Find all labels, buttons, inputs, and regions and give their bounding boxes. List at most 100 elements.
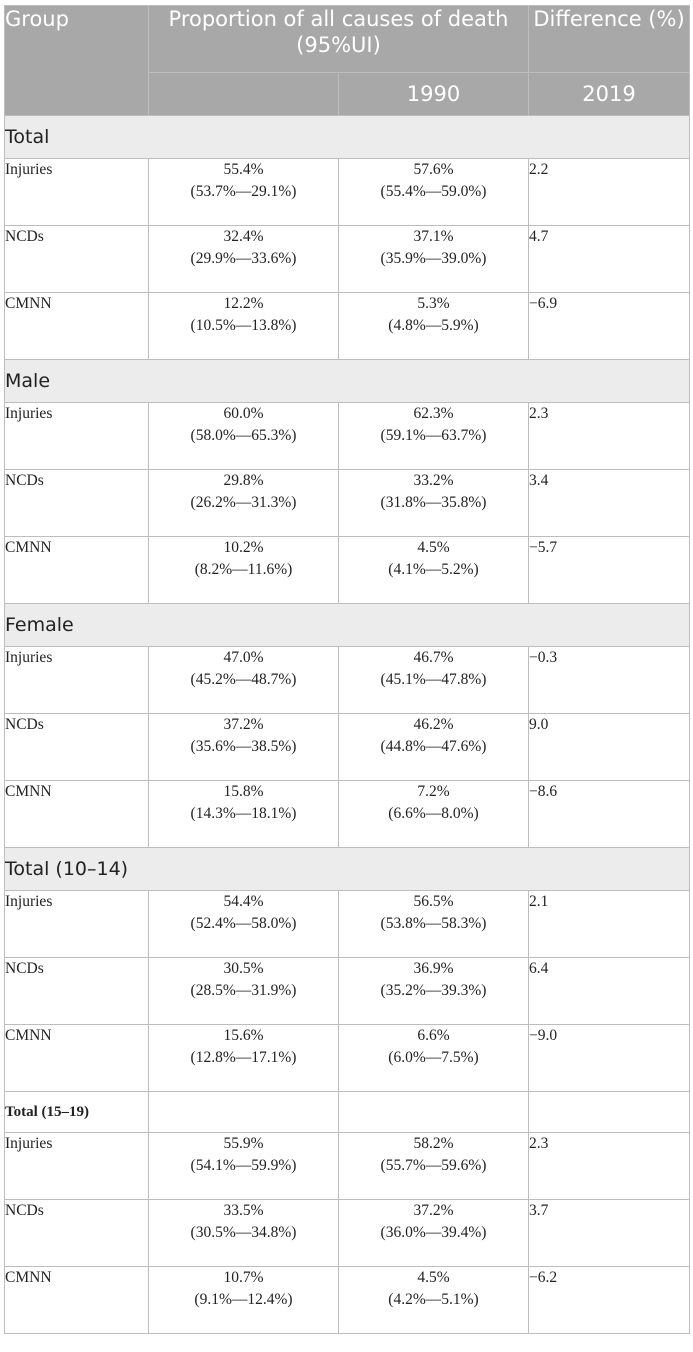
difference-cell: 2.1 (528, 890, 690, 958)
difference-cell: 2.2 (528, 158, 690, 226)
uncertainty-interval: (29.9%—33.6%) (190, 250, 297, 267)
value-1990-cell: 47.0% (45.2%—48.7%) (148, 646, 339, 714)
proportion-value: 7.2% (417, 783, 450, 800)
row-label: NCDs (4, 957, 149, 1025)
table-row: NCDs 32.4% (29.9%—33.6%) 37.1% (35.9%—39.0%)… (4, 225, 690, 293)
proportion-value: 62.3% (413, 405, 454, 422)
proportion-value: 10.7% (223, 1269, 264, 1286)
section-title: Male (4, 359, 690, 403)
proportion-value: 4.5% (417, 539, 450, 556)
value-1990-cell: 29.8% (26.2%—31.3%) (148, 469, 339, 537)
difference-cell: −6.9 (528, 292, 690, 360)
table-row: CMNN 15.8% (14.3%—18.1%) 7.2% (6.6%—8.0%) −8.… (4, 780, 690, 848)
uncertainty-interval: (4.8%—5.9%) (388, 317, 479, 334)
row-label: Injuries (4, 158, 149, 226)
proportion-value: 46.2% (413, 716, 454, 733)
row-label: Injuries (4, 646, 149, 714)
uncertainty-interval: (6.0%—7.5%) (388, 1049, 479, 1066)
value-2019-cell: 62.3% (59.1%—63.7%) (338, 402, 529, 470)
table-body: Total Injuries 55.4% (53.7%—29.1%) 57.6% (55.… (4, 115, 690, 1334)
value-2019-cell: 46.7% (45.1%—47.8%) (338, 646, 529, 714)
row-label: CMNN (4, 292, 149, 360)
value-1990-cell: 60.0% (58.0%—65.3%) (148, 402, 339, 470)
proportion-value: 55.4% (223, 161, 264, 178)
value-2019-cell: 7.2% (6.6%—8.0%) (338, 780, 529, 848)
proportion-value: 57.6% (413, 161, 454, 178)
table-row: NCDs 30.5% (28.5%—31.9%) 36.9% (35.2%—39.3%)… (4, 957, 690, 1025)
uncertainty-interval: (6.6%—8.0%) (388, 805, 479, 822)
difference-cell: −0.3 (528, 646, 690, 714)
table-row: Injuries 60.0% (58.0%—65.3%) 62.3% (59.1%—63… (4, 402, 690, 470)
value-1990-cell: 54.4% (52.4%—58.0%) (148, 890, 339, 958)
value-2019-cell: 37.1% (35.9%—39.0%) (338, 225, 529, 293)
section-blank-cell (528, 1091, 690, 1133)
value-1990-cell: 15.6% (12.8%—17.1%) (148, 1024, 339, 1092)
proportion-value: 36.9% (413, 960, 454, 977)
uncertainty-interval: (28.5%—31.9%) (190, 982, 297, 999)
uncertainty-interval: (12.8%—17.1%) (190, 1049, 297, 1066)
proportion-value: 5.3% (417, 295, 450, 312)
value-2019-cell: 37.2% (36.0%—39.4%) (338, 1199, 529, 1267)
proportion-value: 37.1% (413, 228, 454, 245)
proportion-value: 30.5% (223, 960, 264, 977)
section-row: Female (4, 603, 690, 647)
data-table: Group Proportion of all causes of death … (4, 5, 690, 1334)
row-label: CMNN (4, 1266, 149, 1334)
uncertainty-interval: (36.0%—39.4%) (380, 1224, 487, 1241)
table-row: NCDs 33.5% (30.5%—34.8%) 37.2% (36.0%—39.4%)… (4, 1199, 690, 1267)
value-2019-cell: 36.9% (35.2%—39.3%) (338, 957, 529, 1025)
proportion-value: 37.2% (413, 1202, 454, 1219)
value-2019-cell: 58.2% (55.7%—59.6%) (338, 1132, 529, 1200)
proportion-value: 54.4% (223, 893, 264, 910)
table-row: Injuries 55.9% (54.1%—59.9%) 58.2% (55.7%—59… (4, 1132, 690, 1200)
table-row: CMNN 10.7% (9.1%—12.4%) 4.5% (4.2%—5.1%) −6.2 (4, 1266, 690, 1334)
difference-cell: 2.3 (528, 402, 690, 470)
value-1990-cell: 37.2% (35.6%—38.5%) (148, 713, 339, 781)
table-row: CMNN 12.2% (10.5%—13.8%) 5.3% (4.8%—5.9%) −6.… (4, 292, 690, 360)
difference-cell: −6.2 (528, 1266, 690, 1334)
proportion-value: 4.5% (417, 1269, 450, 1286)
proportion-value: 55.9% (223, 1135, 264, 1152)
row-label: NCDs (4, 713, 149, 781)
uncertainty-interval: (10.5%—13.8%) (190, 317, 297, 334)
proportion-value: 29.8% (223, 472, 264, 489)
row-label: Injuries (4, 890, 149, 958)
difference-header: Difference (%) (528, 5, 690, 73)
proportion-value: 60.0% (223, 405, 264, 422)
value-1990-cell: 32.4% (29.9%—33.6%) (148, 225, 339, 293)
uncertainty-interval: (9.1%—12.4%) (194, 1291, 293, 1308)
value-2019-cell: 57.6% (55.4%—59.0%) (338, 158, 529, 226)
proportion-value: 33.2% (413, 472, 454, 489)
uncertainty-interval: (30.5%—34.8%) (190, 1224, 297, 1241)
difference-cell: 3.7 (528, 1199, 690, 1267)
difference-cell: 9.0 (528, 713, 690, 781)
section-title: Female (4, 603, 690, 647)
section-row: Male (4, 359, 690, 403)
row-label: NCDs (4, 225, 149, 293)
uncertainty-interval: (54.1%—59.9%) (190, 1157, 297, 1174)
proportion-value: 12.2% (223, 295, 264, 312)
year-blank-header (148, 72, 339, 116)
uncertainty-interval: (53.8%—58.3%) (380, 915, 487, 932)
table-row: CMNN 15.6% (12.8%—17.1%) 6.6% (6.0%—7.5%) −9.… (4, 1024, 690, 1092)
table-row: NCDs 37.2% (35.6%—38.5%) 46.2% (44.8%—47.6%)… (4, 713, 690, 781)
difference-cell: 4.7 (528, 225, 690, 293)
value-1990-cell: 10.7% (9.1%—12.4%) (148, 1266, 339, 1334)
uncertainty-interval: (59.1%—63.7%) (380, 427, 487, 444)
proportion-value: 6.6% (417, 1027, 450, 1044)
difference-cell: −8.6 (528, 780, 690, 848)
value-1990-cell: 55.4% (53.7%—29.1%) (148, 158, 339, 226)
uncertainty-interval: (35.2%—39.3%) (380, 982, 487, 999)
row-label: NCDs (4, 469, 149, 537)
value-1990-cell: 10.2% (8.2%—11.6%) (148, 536, 339, 604)
difference-cell: 3.4 (528, 469, 690, 537)
proportion-value: 10.2% (223, 539, 264, 556)
uncertainty-interval: (55.4%—59.0%) (380, 183, 487, 200)
table-row: Injuries 54.4% (52.4%—58.0%) 56.5% (53.8%—58… (4, 890, 690, 958)
value-1990-cell: 15.8% (14.3%—18.1%) (148, 780, 339, 848)
value-2019-cell: 33.2% (31.8%—35.8%) (338, 469, 529, 537)
proportion-header: Proportion of all causes of death (95%UI… (148, 5, 529, 73)
row-label: CMNN (4, 536, 149, 604)
uncertainty-interval: (52.4%—58.0%) (190, 915, 297, 932)
section-row: Total (15–19) (4, 1091, 690, 1133)
